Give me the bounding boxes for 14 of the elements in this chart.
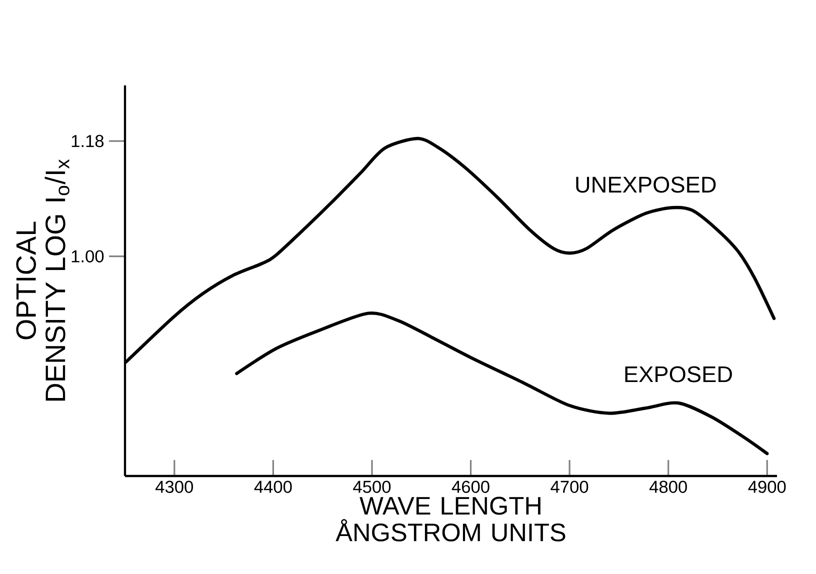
x-tick-label: 4400: [254, 480, 292, 493]
x-tick-label: 4300: [156, 480, 193, 493]
series-label: UNEXPOSED: [576, 176, 716, 193]
x-tick-label: 4700: [550, 480, 588, 493]
y-tick-label: 1.00: [72, 250, 104, 262]
x-axis-title: WAVE LENGTH ÅNGSTROM UNITS: [336, 496, 566, 542]
x-tick-label: 4800: [649, 480, 687, 493]
x-tick-label: 4500: [353, 480, 391, 493]
x-tick-label: 4600: [452, 480, 490, 493]
line-series: [235, 312, 769, 456]
series-label: EXPOSED: [625, 366, 732, 382]
x-tick-label: 4900: [748, 480, 786, 493]
y-tick-label: 1.18: [72, 134, 104, 148]
y-axis-title: OPTICAL DENSITY LOG I$_{o}$/I$_{x}$: [16, 159, 70, 401]
